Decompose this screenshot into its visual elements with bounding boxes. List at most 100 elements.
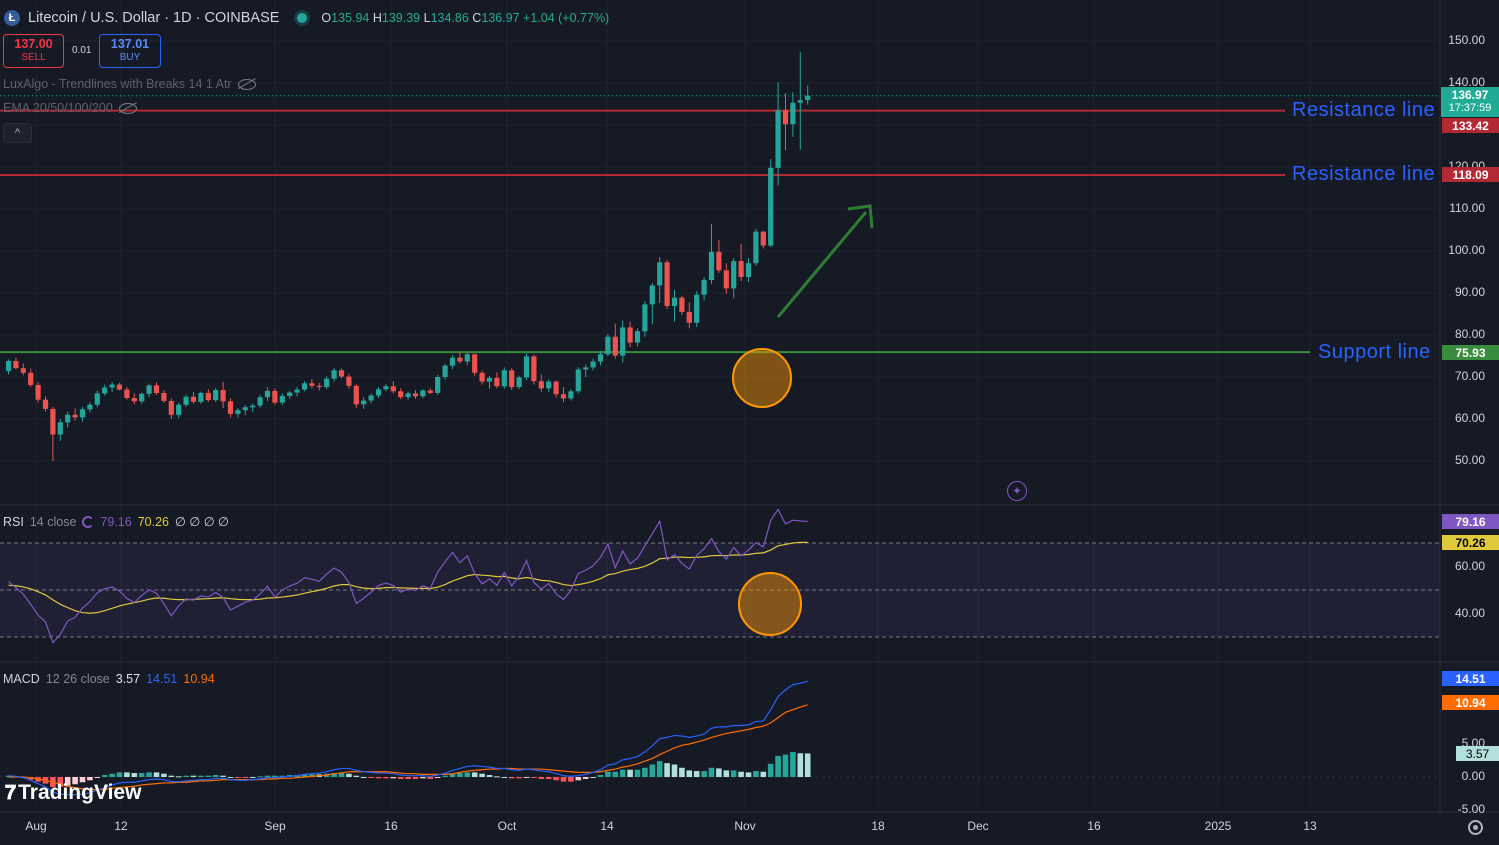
support-label: Support line [1318, 341, 1431, 363]
macd-histogram-bar [753, 771, 759, 777]
macd-histogram-bar [679, 767, 685, 777]
candle-body [442, 365, 448, 377]
macd-legend[interactable]: MACD 12 26 close 3.57 14.51 10.94 [3, 672, 215, 686]
candle-body [657, 262, 663, 286]
candle-body [457, 357, 463, 362]
candle-body [272, 390, 278, 403]
candle-body [242, 407, 248, 411]
candle-body [501, 370, 507, 387]
candle-body [420, 390, 426, 397]
macd-histogram-bar [64, 777, 71, 786]
candle-body [146, 385, 152, 394]
rsi-ma-tag: 70.26 [1442, 535, 1499, 550]
macd-histogram-bar [5, 775, 12, 777]
market-status-icon[interactable] [297, 13, 308, 23]
candle-body [790, 102, 796, 125]
macd-hist-tag: 3.57 [1456, 746, 1499, 761]
macd-histogram-bar [249, 777, 256, 778]
candle-body [168, 400, 174, 415]
macd-histogram-bar [508, 777, 515, 779]
candle-body [664, 262, 670, 307]
candle-body [575, 369, 581, 392]
buy-button[interactable]: 137.01 BUY [99, 34, 161, 68]
candle-body [227, 401, 234, 414]
sparkle-icon[interactable]: ✦ [1007, 481, 1027, 501]
macd-histogram-bar [161, 773, 167, 777]
candle-body [620, 327, 626, 356]
macd-histogram-bar [486, 775, 493, 777]
candle-body [427, 390, 433, 393]
time-axis-label: 16 [384, 819, 398, 833]
candle-body [20, 368, 26, 373]
macd-histogram-bar [79, 777, 86, 783]
time-axis-label: 14 [600, 819, 614, 833]
candle-body [205, 392, 211, 401]
candle-body [686, 311, 692, 323]
macd-histogram-bar [767, 763, 774, 777]
macd-line [8, 680, 808, 796]
macd-histogram-bar [272, 775, 278, 777]
candle-body [102, 387, 108, 394]
macd-histogram-bar [338, 772, 345, 777]
macd-histogram-bar [723, 770, 730, 777]
macd-histogram-bar [220, 775, 226, 777]
price-axis-label: 70.00 [1454, 369, 1485, 383]
settings-gear-icon[interactable] [1468, 820, 1483, 835]
macd-histogram-bar [309, 774, 315, 777]
macd-histogram-bar [449, 773, 456, 777]
rsi-legend[interactable]: RSI 14 close 79.16 70.26 ∅ ∅ ∅ ∅ [3, 514, 229, 530]
macd-histogram-bar [442, 775, 448, 777]
candle-body [590, 361, 596, 368]
candle-body [183, 396, 189, 405]
candle-body [775, 110, 781, 168]
macd-histogram-bar [109, 773, 115, 777]
candle-body [568, 391, 574, 399]
macd-histogram-bar [686, 770, 693, 777]
macd-histogram-bar [597, 775, 604, 777]
macd-histogram-bar [693, 771, 700, 777]
hidden-eye-icon[interactable] [118, 102, 137, 114]
hidden-eye-icon[interactable] [237, 78, 256, 90]
candle-body [583, 367, 589, 370]
macd-histogram-bar [612, 771, 619, 777]
candle-body [161, 392, 167, 401]
candle-body [257, 397, 263, 406]
macd-line-tag: 14.51 [1442, 671, 1499, 686]
time-axis-label: 12 [114, 819, 128, 833]
symbol-title[interactable]: Litecoin / U.S. Dollar · 1D · COINBASE [28, 10, 280, 26]
candle-body [375, 389, 382, 396]
macd-histogram-bar [664, 763, 670, 777]
candle-body [294, 389, 300, 393]
indicator-ema[interactable]: EMA 20/50/100/200 [3, 101, 137, 115]
collapse-legend-button[interactable]: ^ [3, 123, 32, 143]
macd-signal-tag: 10.94 [1442, 695, 1499, 710]
macd-histogram-bar [368, 777, 374, 778]
macd-histogram-bar [279, 775, 286, 777]
candle-body [745, 263, 752, 278]
price-axis-label: 110.00 [1449, 201, 1485, 215]
macd-axis-label: 0.00 [1461, 769, 1485, 783]
candle-body [109, 384, 115, 388]
macd-histogram-bar [205, 775, 212, 777]
price-axis-label: 50.00 [1454, 453, 1485, 467]
macd-histogram-bar [797, 753, 804, 777]
candle-body [42, 399, 49, 409]
candle-body [287, 392, 293, 396]
candle-body [760, 231, 766, 246]
indicator-luxalgo[interactable]: LuxAlgo - Trendlines with Breaks 14 1 At… [3, 77, 256, 91]
sell-button[interactable]: 137.00 SELL [3, 34, 64, 68]
candle-body [627, 327, 633, 343]
refresh-icon [82, 515, 95, 528]
macd-histogram-bar [560, 777, 567, 782]
macd-histogram-bar [649, 764, 656, 777]
rsi-value-tag: 79.16 [1442, 514, 1499, 529]
price-axis-label: 100.00 [1448, 243, 1485, 257]
macd-histogram-bar [642, 767, 648, 777]
macd-histogram-bar [124, 772, 130, 777]
macd-histogram-bar [212, 775, 219, 777]
candle-body [435, 377, 441, 393]
macd-histogram-bar [531, 777, 537, 778]
tradingview-logo-icon: 𝟕 [5, 781, 16, 804]
macd-histogram-bar [708, 767, 715, 777]
